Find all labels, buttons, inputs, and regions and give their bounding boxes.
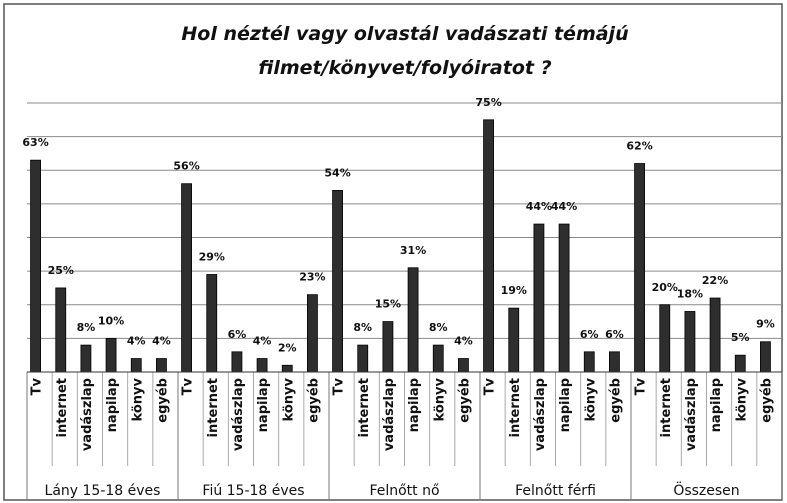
data-label: 22% (702, 274, 728, 287)
bar (458, 358, 469, 373)
bar (760, 341, 771, 373)
data-label: 4% (454, 335, 473, 348)
data-label: 4% (152, 335, 171, 348)
x-tick-label: internet (206, 378, 221, 437)
data-label: 44% (551, 200, 577, 213)
data-label: 4% (127, 335, 146, 348)
x-tick-label: Tv (30, 377, 45, 395)
data-label: 6% (605, 328, 624, 341)
data-label: 18% (677, 287, 703, 300)
bar (483, 119, 494, 373)
data-label: 23% (299, 271, 325, 284)
bar (407, 267, 419, 373)
data-label: 8% (429, 321, 448, 334)
data-label: 8% (77, 321, 96, 334)
chart-title: filmet/könyvet/folyóiratot ? (258, 57, 551, 79)
bar (634, 163, 645, 373)
data-label: 6% (580, 328, 599, 341)
x-tick-label: internet (659, 378, 674, 437)
bar (659, 304, 671, 373)
x-tick-label: könyv (281, 377, 296, 421)
group-label: Felnőtt nő (369, 483, 439, 499)
bar (105, 337, 117, 373)
bar (709, 297, 721, 373)
bar (533, 223, 545, 373)
group-label: Összesen (673, 481, 739, 499)
x-tick-label: napilap (407, 378, 422, 432)
bar (206, 274, 218, 373)
bar (432, 344, 444, 373)
bar (307, 294, 318, 373)
data-label: 5% (731, 331, 750, 344)
x-tick-label: vadászlap (533, 378, 548, 451)
data-label: 31% (400, 244, 426, 257)
data-label: 54% (324, 166, 350, 179)
x-tick-label: könyv (734, 377, 749, 421)
data-label: 10% (98, 314, 124, 327)
bar (30, 159, 41, 373)
bar (55, 287, 67, 373)
data-label: 20% (652, 281, 678, 294)
bar (583, 351, 595, 373)
x-tick-label: internet (508, 378, 523, 437)
bar (156, 358, 167, 373)
data-label: 56% (173, 160, 199, 173)
x-tick-label: könyv (583, 377, 598, 421)
x-tick-label: egyéb (155, 378, 170, 423)
x-tick-label: Tv (634, 377, 649, 395)
bar (256, 358, 268, 373)
x-tick-label: Tv (483, 377, 498, 395)
data-label: 8% (353, 321, 372, 334)
bar (684, 311, 696, 373)
x-tick-label: könyv (432, 377, 447, 421)
data-label: 19% (501, 284, 527, 297)
x-tick-label: vadászlap (80, 378, 95, 451)
bar (382, 321, 394, 373)
bar (130, 358, 142, 373)
chart-title: Hol néztél vagy olvastál vadászati témáj… (181, 23, 628, 45)
group-label: Felnőtt férfi (515, 483, 596, 499)
x-tick-label: egyéb (759, 378, 774, 423)
data-label: 63% (22, 136, 48, 149)
x-tick-label: napilap (709, 378, 724, 432)
bar (181, 183, 192, 373)
bar (80, 344, 92, 373)
x-tick-label: egyéb (306, 378, 321, 423)
x-tick-label: napilap (105, 378, 120, 432)
x-tick-label: vadászlap (382, 378, 397, 451)
x-tick-label: egyéb (608, 378, 623, 423)
x-tick-label: internet (55, 378, 70, 437)
bar (558, 223, 570, 373)
data-label: 4% (253, 335, 272, 348)
data-label: 75% (475, 96, 501, 109)
data-label: 9% (756, 318, 775, 331)
data-label: 2% (278, 341, 297, 354)
bar (332, 190, 343, 373)
bar (357, 344, 369, 373)
group-label: Fiú 15-18 éves (202, 483, 304, 499)
x-tick-label: napilap (558, 378, 573, 432)
bar (281, 364, 293, 373)
x-tick-label: Tv (332, 377, 347, 395)
data-label: 6% (228, 328, 247, 341)
chart-frame (3, 3, 783, 501)
bar (609, 351, 620, 373)
group-label: Lány 15-18 éves (45, 483, 161, 499)
bar (231, 351, 243, 373)
data-label: 62% (626, 140, 652, 153)
x-tick-label: vadászlap (231, 378, 246, 451)
bar (508, 307, 520, 373)
x-tick-label: napilap (256, 378, 271, 432)
x-tick-label: könyv (130, 377, 145, 421)
x-tick-label: internet (357, 378, 372, 437)
x-tick-label: vadászlap (684, 378, 699, 451)
data-label: 15% (375, 298, 401, 311)
data-label: 29% (199, 250, 225, 263)
data-label: 25% (48, 264, 74, 277)
data-label: 44% (526, 200, 552, 213)
bar (734, 354, 746, 373)
x-tick-label: egyéb (457, 378, 472, 423)
x-tick-label: Tv (181, 377, 196, 395)
